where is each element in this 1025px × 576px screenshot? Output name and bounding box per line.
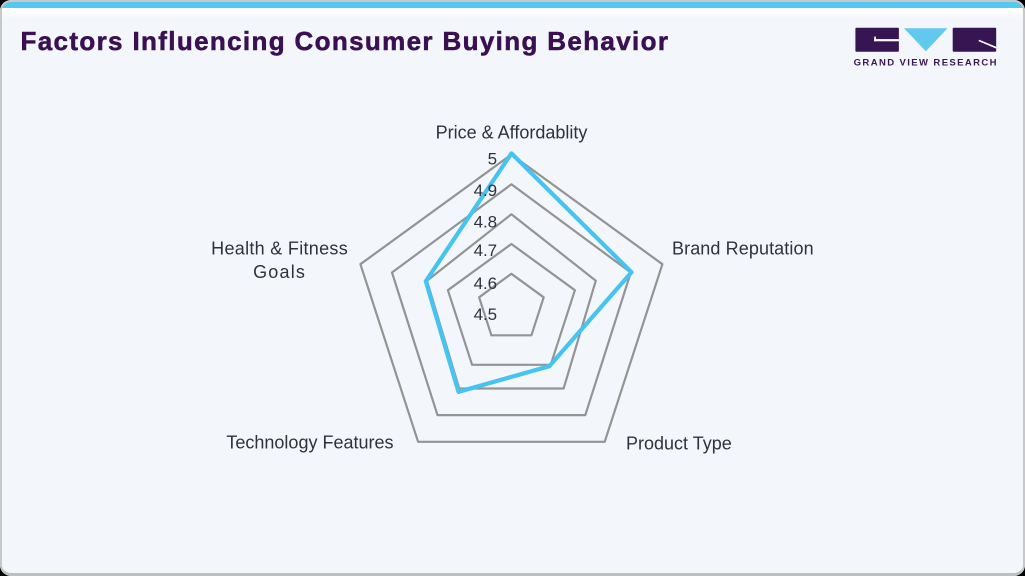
svg-text:Technology Features: Technology Features	[226, 432, 393, 452]
svg-text:4.5: 4.5	[474, 305, 497, 324]
svg-text:4.8: 4.8	[474, 212, 497, 231]
svg-text:4.9: 4.9	[474, 181, 497, 200]
svg-text:4.7: 4.7	[474, 241, 497, 260]
svg-text:Price & Affordablity: Price & Affordablity	[436, 122, 588, 142]
svg-text:Product Type: Product Type	[626, 434, 732, 454]
svg-text:Health & Fitness: Health & Fitness	[211, 238, 348, 258]
svg-text:5: 5	[488, 149, 497, 168]
svg-text:GRAND VIEW RESEARCH: GRAND VIEW RESEARCH	[854, 58, 998, 69]
svg-text:Brand Reputation: Brand Reputation	[672, 239, 814, 259]
svg-text:Goals: Goals	[253, 262, 306, 282]
svg-text:4.6: 4.6	[474, 274, 497, 293]
